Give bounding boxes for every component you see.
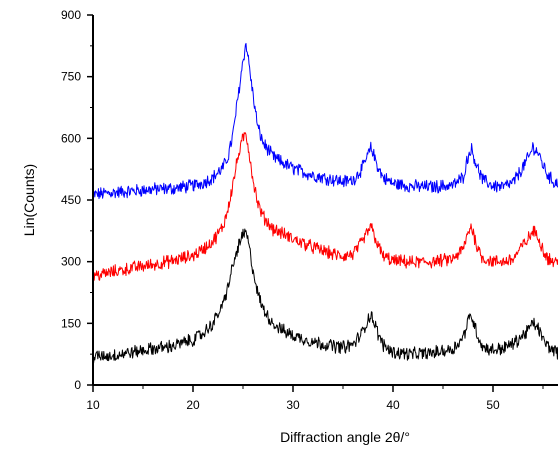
- x-tick-label: 50: [486, 398, 500, 412]
- series-layer: [94, 42, 558, 364]
- y-tick-label: 450: [61, 193, 81, 207]
- x-tick-label: 40: [386, 398, 400, 412]
- x-tick-label: 10: [86, 398, 100, 412]
- ticks-layer: 0 150 300 450 600 750 900 10 20 30 40 50: [61, 8, 544, 412]
- y-tick-label: 600: [61, 131, 81, 145]
- y-axis-title: Lin(Counts): [21, 164, 37, 236]
- series-line-1: [94, 132, 558, 281]
- axes-layer: [92, 15, 558, 386]
- x-tick-label: 20: [186, 398, 200, 412]
- series-line-0: [94, 42, 558, 200]
- x-axis-title: Diffraction angle 2θ/°: [280, 429, 410, 445]
- y-tick-label: 750: [61, 70, 81, 84]
- y-tick-label: 900: [61, 8, 81, 22]
- series-line-2: [94, 228, 558, 364]
- y-tick-label: 150: [61, 316, 81, 330]
- x-tick-label: 30: [286, 398, 300, 412]
- y-tick-label: 300: [61, 255, 81, 269]
- y-tick-label: 0: [74, 378, 81, 392]
